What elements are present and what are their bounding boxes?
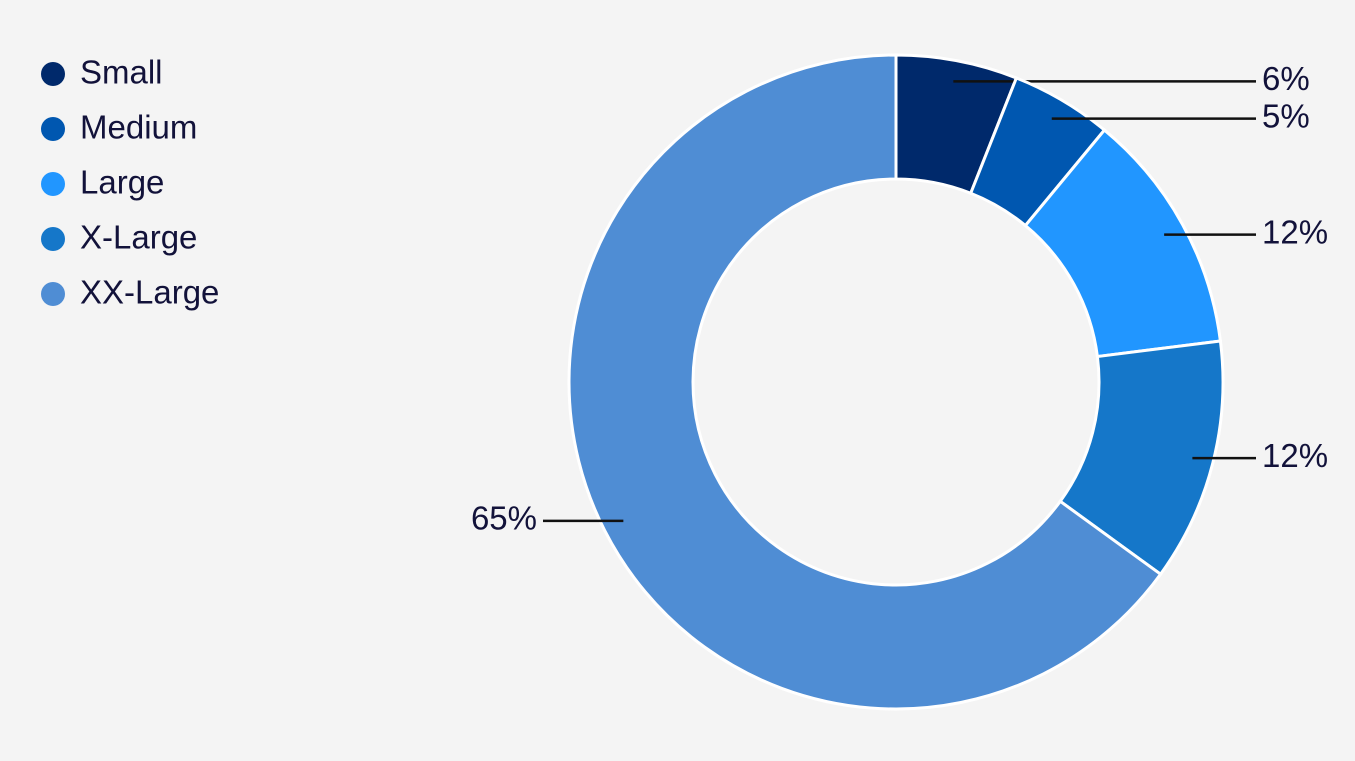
legend-label: X-Large xyxy=(80,219,197,256)
data-label: 5% xyxy=(1262,97,1310,134)
data-label: 12% xyxy=(1262,213,1328,250)
data-label: 65% xyxy=(471,500,537,537)
legend-marker xyxy=(41,62,65,86)
legend-label: XX-Large xyxy=(80,274,219,311)
legend-label: Large xyxy=(80,164,164,201)
legend-label: Medium xyxy=(80,109,197,146)
legend-label: Small xyxy=(80,54,163,91)
legend-marker xyxy=(41,172,65,196)
legend-marker xyxy=(41,117,65,141)
data-label: 6% xyxy=(1262,60,1310,97)
legend-marker xyxy=(41,227,65,251)
donut-slice xyxy=(567,53,1163,711)
legend-marker xyxy=(41,282,65,306)
data-label: 12% xyxy=(1262,437,1328,474)
